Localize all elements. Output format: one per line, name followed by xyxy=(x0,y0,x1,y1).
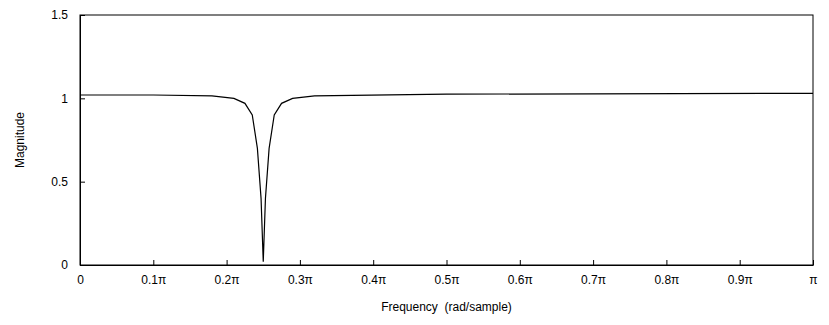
x-tick: 0.2π xyxy=(215,260,240,287)
x-tick-mark xyxy=(447,260,448,265)
y-tick-label: 1.5 xyxy=(51,8,68,22)
y-tick: 1 xyxy=(61,92,85,106)
y-axis-title: Magnitude xyxy=(13,112,27,168)
x-tick: 0.7π xyxy=(581,260,606,287)
x-tick-label: 0.3π xyxy=(288,273,313,287)
x-tick: 0.1π xyxy=(141,260,166,287)
x-tick: 0.4π xyxy=(361,260,386,287)
y-tick: 1.5 xyxy=(51,8,85,22)
x-tick-label: 0.2π xyxy=(215,273,240,287)
x-axis-title: Frequency (rad/sample) xyxy=(381,300,512,314)
x-tick-mark xyxy=(300,260,301,265)
x-axis-line xyxy=(81,265,814,266)
plot-frame xyxy=(80,15,813,265)
x-tick: 0.9π xyxy=(728,260,753,287)
x-tick-label: π xyxy=(809,273,817,287)
x-tick-label: 0.9π xyxy=(728,273,753,287)
y-tick-mark xyxy=(80,15,85,16)
y-axis-line xyxy=(80,16,81,266)
x-tick-label: 0.1π xyxy=(141,273,166,287)
y-tick-label: 0.5 xyxy=(51,175,68,189)
x-tick-label: 0 xyxy=(77,273,84,287)
x-tick-label: 0.7π xyxy=(581,273,606,287)
x-tick-mark xyxy=(373,260,374,265)
x-tick: 0.8π xyxy=(654,260,679,287)
y-tick-label: 1 xyxy=(61,92,68,106)
x-tick-mark xyxy=(520,260,521,265)
x-tick: 0.5π xyxy=(435,260,460,287)
x-axis: 0 0.1π 0.2π 0.3π 0.4π 0.5π 0.6π 0.7π 0.8π 0.9π π xyxy=(77,260,817,287)
y-tick-mark xyxy=(80,182,85,183)
magnitude-line xyxy=(80,93,813,261)
x-tick: 0.3π xyxy=(288,260,313,287)
plot: 00.1π0.2π0.3π0.4π0.5π0.6π0.7π0.8π0.9ππ00… xyxy=(51,8,817,286)
x-tick-mark xyxy=(153,260,154,265)
y-tick-mark xyxy=(80,98,85,99)
x-tick: π xyxy=(809,260,817,287)
y-tick: 0.5 xyxy=(51,175,85,189)
x-tick-mark xyxy=(593,260,594,265)
x-tick-label: 0.5π xyxy=(435,273,460,287)
x-tick-label: 0.6π xyxy=(508,273,533,287)
marks xyxy=(80,93,813,261)
x-tick-label: 0.4π xyxy=(361,273,386,287)
chart: 00.1π0.2π0.3π0.4π0.5π0.6π0.7π0.8π0.9ππ00… xyxy=(0,0,829,325)
x-tick-mark xyxy=(666,260,667,265)
x-tick-label: 0.8π xyxy=(654,273,679,287)
y-tick: 0 xyxy=(61,258,85,272)
x-tick-mark xyxy=(227,260,228,265)
x-tick-mark xyxy=(740,260,741,265)
y-tick-mark xyxy=(80,265,85,266)
y-axis: 0 0.5 1 1.5 xyxy=(51,8,85,272)
x-tick-mark xyxy=(813,260,814,265)
x-tick: 0.6π xyxy=(508,260,533,287)
y-tick-label: 0 xyxy=(61,258,68,272)
